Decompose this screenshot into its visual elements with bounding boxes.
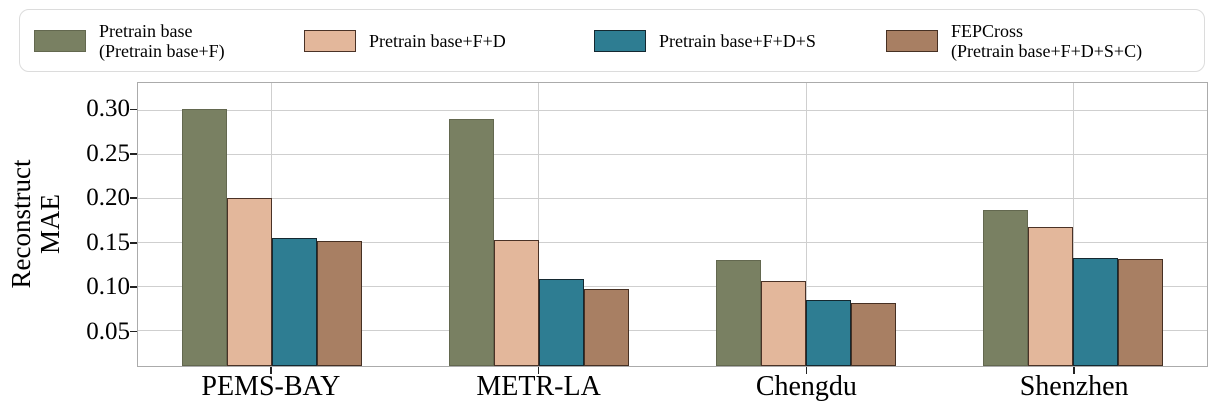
- y-axis-tick-labels: 0.05 0.10 0.15 0.20 0.25 0.30: [0, 82, 130, 367]
- y-tick-mark: [130, 197, 137, 200]
- bar: [493, 239, 539, 366]
- bar: [1028, 226, 1074, 366]
- bar: [1118, 258, 1164, 366]
- y-tick-mark: [130, 152, 137, 155]
- plot-area: [137, 82, 1208, 367]
- gridline-horizontal: [138, 109, 1207, 111]
- diagonal-swatch-icon: [304, 29, 356, 52]
- x-tick-label: METR-LA: [476, 371, 601, 402]
- bar: [271, 238, 317, 366]
- bar-group: [181, 83, 362, 366]
- bar-group: [448, 83, 629, 366]
- y-tick-label: 0.20: [86, 184, 130, 212]
- bar: [226, 197, 272, 366]
- x-tick-label: Shenzhen: [1019, 371, 1129, 402]
- bar: [538, 278, 584, 366]
- y-tick-mark: [130, 241, 137, 244]
- gridline-vertical: [271, 83, 273, 366]
- gridline-horizontal: [138, 242, 1207, 244]
- legend-item-label: Pretrain base+F+D+S: [659, 31, 816, 51]
- gridline-vertical: [805, 83, 807, 366]
- gridline-horizontal: [138, 197, 1207, 199]
- y-tick-label: 0.10: [86, 273, 130, 301]
- gridline-vertical: [538, 83, 540, 366]
- bar: [181, 109, 227, 366]
- legend-item-label-line: Pretrain base+F+D: [369, 30, 506, 51]
- x-tick-mark: [270, 367, 272, 374]
- x-tick-mark: [537, 367, 540, 374]
- legend-item-label-line: (Pretrain base+F+D+S+C): [951, 40, 1143, 61]
- legend-item-label-line: Pretrain base+F+D+S: [659, 30, 816, 51]
- y-axis-tick-marks: [130, 82, 137, 367]
- dots-swatch-icon: [886, 29, 938, 52]
- bar-group: [983, 83, 1164, 366]
- legend-item: Pretrain base (Pretrain base+F): [34, 10, 225, 71]
- bar: [806, 300, 852, 366]
- legend-item-label-line: (Pretrain base+F): [99, 40, 225, 61]
- bar: [761, 281, 807, 366]
- x-axis-tick-labels: PEMS-BAY METR-LA Chengdu Shenzhen: [137, 371, 1208, 407]
- x-tick-mark: [805, 367, 808, 374]
- legend-item-label-line: Pretrain base: [99, 20, 193, 41]
- x-tick-mark: [1073, 367, 1075, 374]
- x-tick-label: PEMS-BAY: [201, 371, 341, 402]
- bar: [983, 209, 1029, 366]
- bar-group: [716, 83, 897, 366]
- legend-item: Pretrain base+F+D+S: [594, 10, 816, 71]
- crosshatch-swatch-icon: [594, 29, 646, 52]
- bar: [448, 118, 494, 366]
- gridline-horizontal: [138, 330, 1207, 332]
- gridline-horizontal: [138, 153, 1207, 155]
- x-axis-tick-marks: [137, 367, 1208, 374]
- y-tick-mark: [130, 108, 137, 111]
- legend-item-label-line: FEPCross: [951, 20, 1024, 41]
- bar: [1073, 257, 1119, 366]
- bar: [583, 288, 629, 366]
- gridline-vertical: [1072, 83, 1074, 366]
- y-tick-label: 0.05: [86, 317, 130, 345]
- y-tick-mark: [130, 330, 137, 333]
- bar: [316, 240, 362, 366]
- bar: [851, 302, 897, 366]
- x-tick-label: Chengdu: [755, 371, 857, 402]
- legend-item: Pretrain base+F+D: [304, 10, 506, 71]
- y-tick-mark: [130, 286, 137, 288]
- gridline-horizontal: [138, 286, 1207, 288]
- y-tick-label: 0.15: [86, 228, 130, 256]
- legend-item: FEPCross (Pretrain base+F+D+S+C): [886, 10, 1142, 71]
- solid-swatch-icon: [34, 29, 86, 52]
- legend-item-label: Pretrain base+F+D: [369, 31, 506, 51]
- legend-item-label: FEPCross (Pretrain base+F+D+S+C): [951, 21, 1142, 61]
- y-tick-label: 0.25: [86, 139, 130, 167]
- legend-item-label: Pretrain base (Pretrain base+F): [99, 21, 225, 61]
- y-tick-label: 0.30: [86, 95, 130, 123]
- bar: [716, 260, 762, 366]
- legend: Pretrain base (Pretrain base+F) Pretrain b…: [19, 9, 1205, 72]
